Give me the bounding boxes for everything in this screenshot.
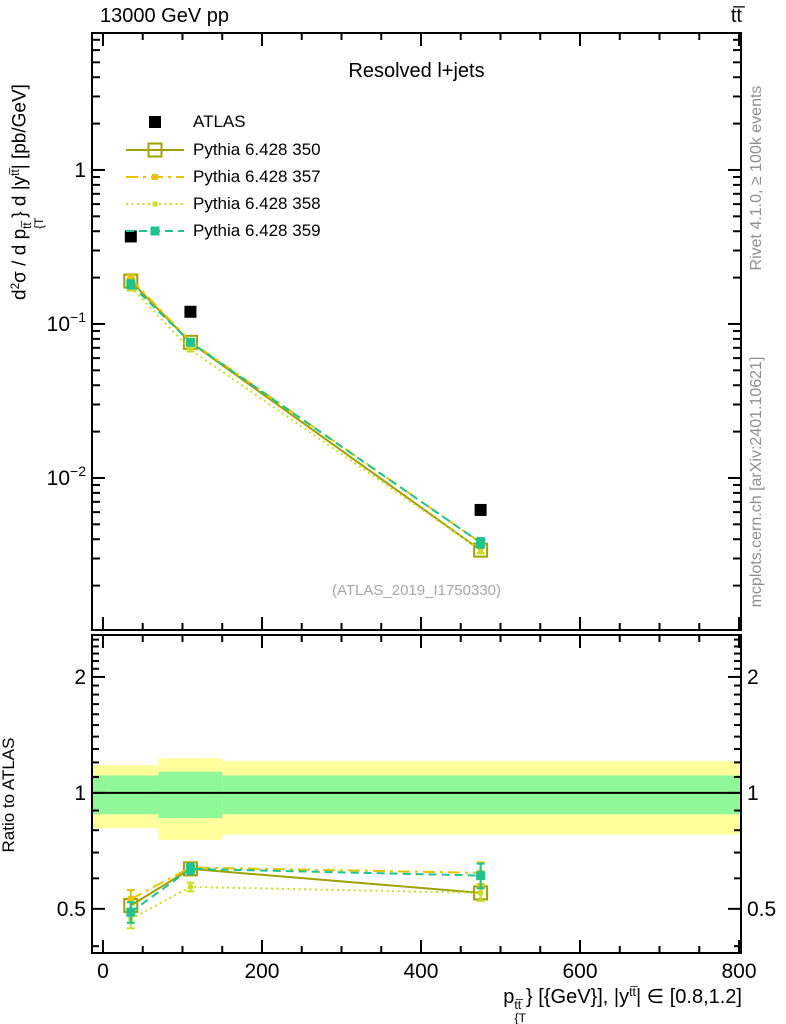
svg-text:0.5: 0.5 xyxy=(57,898,86,921)
dotted-line-icon xyxy=(126,201,184,207)
legend-item-pythia-350: Pythia 6.428 350 xyxy=(122,139,321,161)
dashed-line-icon xyxy=(126,226,184,236)
svg-text:400: 400 xyxy=(403,960,438,983)
svg-text:1: 1 xyxy=(747,782,759,805)
legend-item-atlas: ATLAS xyxy=(122,111,246,133)
legend-label: ATLAS xyxy=(193,112,246,131)
rivet-version-note: Rivet 4.1.0, ≥ 100k events xyxy=(748,85,765,271)
ratio-axis-label: Ratio to ATLAS xyxy=(0,737,18,853)
open-square-line-icon xyxy=(126,142,184,158)
svg-text:10−2: 10−2 xyxy=(47,463,87,490)
legend-item-pythia-357: Pythia 6.428 357 xyxy=(122,166,321,188)
legend-label: Pythia 6.428 358 xyxy=(193,194,321,213)
svg-text:800: 800 xyxy=(721,960,756,983)
svg-text:0.5: 0.5 xyxy=(747,898,776,921)
svg-text:200: 200 xyxy=(244,960,279,983)
dashdot-line-icon xyxy=(126,174,184,180)
plot-title: Resolved l+jets xyxy=(348,60,485,82)
legend-item-pythia-358: Pythia 6.428 358 xyxy=(122,193,321,215)
svg-text:10−1: 10−1 xyxy=(47,309,87,336)
process-label: tt̅ xyxy=(730,5,742,27)
mcplots-credit-note: mcplots.cern.ch [arXiv:2401.10621] xyxy=(748,356,765,608)
x-axis-label: p tt̅ {T} [{GeV}], |ytt̅| ∈ [0.8,1.2] xyxy=(503,985,742,1024)
svg-text:0: 0 xyxy=(97,960,109,983)
svg-text:1: 1 xyxy=(74,159,86,182)
atlas-marker-icon xyxy=(149,116,161,128)
legend-label: Pythia 6.428 359 xyxy=(193,221,321,240)
svg-text:600: 600 xyxy=(562,960,597,983)
svg-text:1: 1 xyxy=(74,782,86,805)
svg-text:2: 2 xyxy=(747,666,759,689)
svg-text:2: 2 xyxy=(74,666,86,689)
y-axis-label: d2σ / d p tt̅ {T} d |ytt̅| [pb/GeV] xyxy=(9,84,47,300)
legend-item-pythia-359: Pythia 6.428 359 xyxy=(122,220,321,242)
legend-label: Pythia 6.428 357 xyxy=(193,167,321,186)
analysis-id-watermark: (ATLAS_2019_I1750330) xyxy=(331,582,501,599)
beam-energy-label: 13000 GeV pp xyxy=(100,5,229,27)
legend-label: Pythia 6.428 350 xyxy=(193,140,321,159)
